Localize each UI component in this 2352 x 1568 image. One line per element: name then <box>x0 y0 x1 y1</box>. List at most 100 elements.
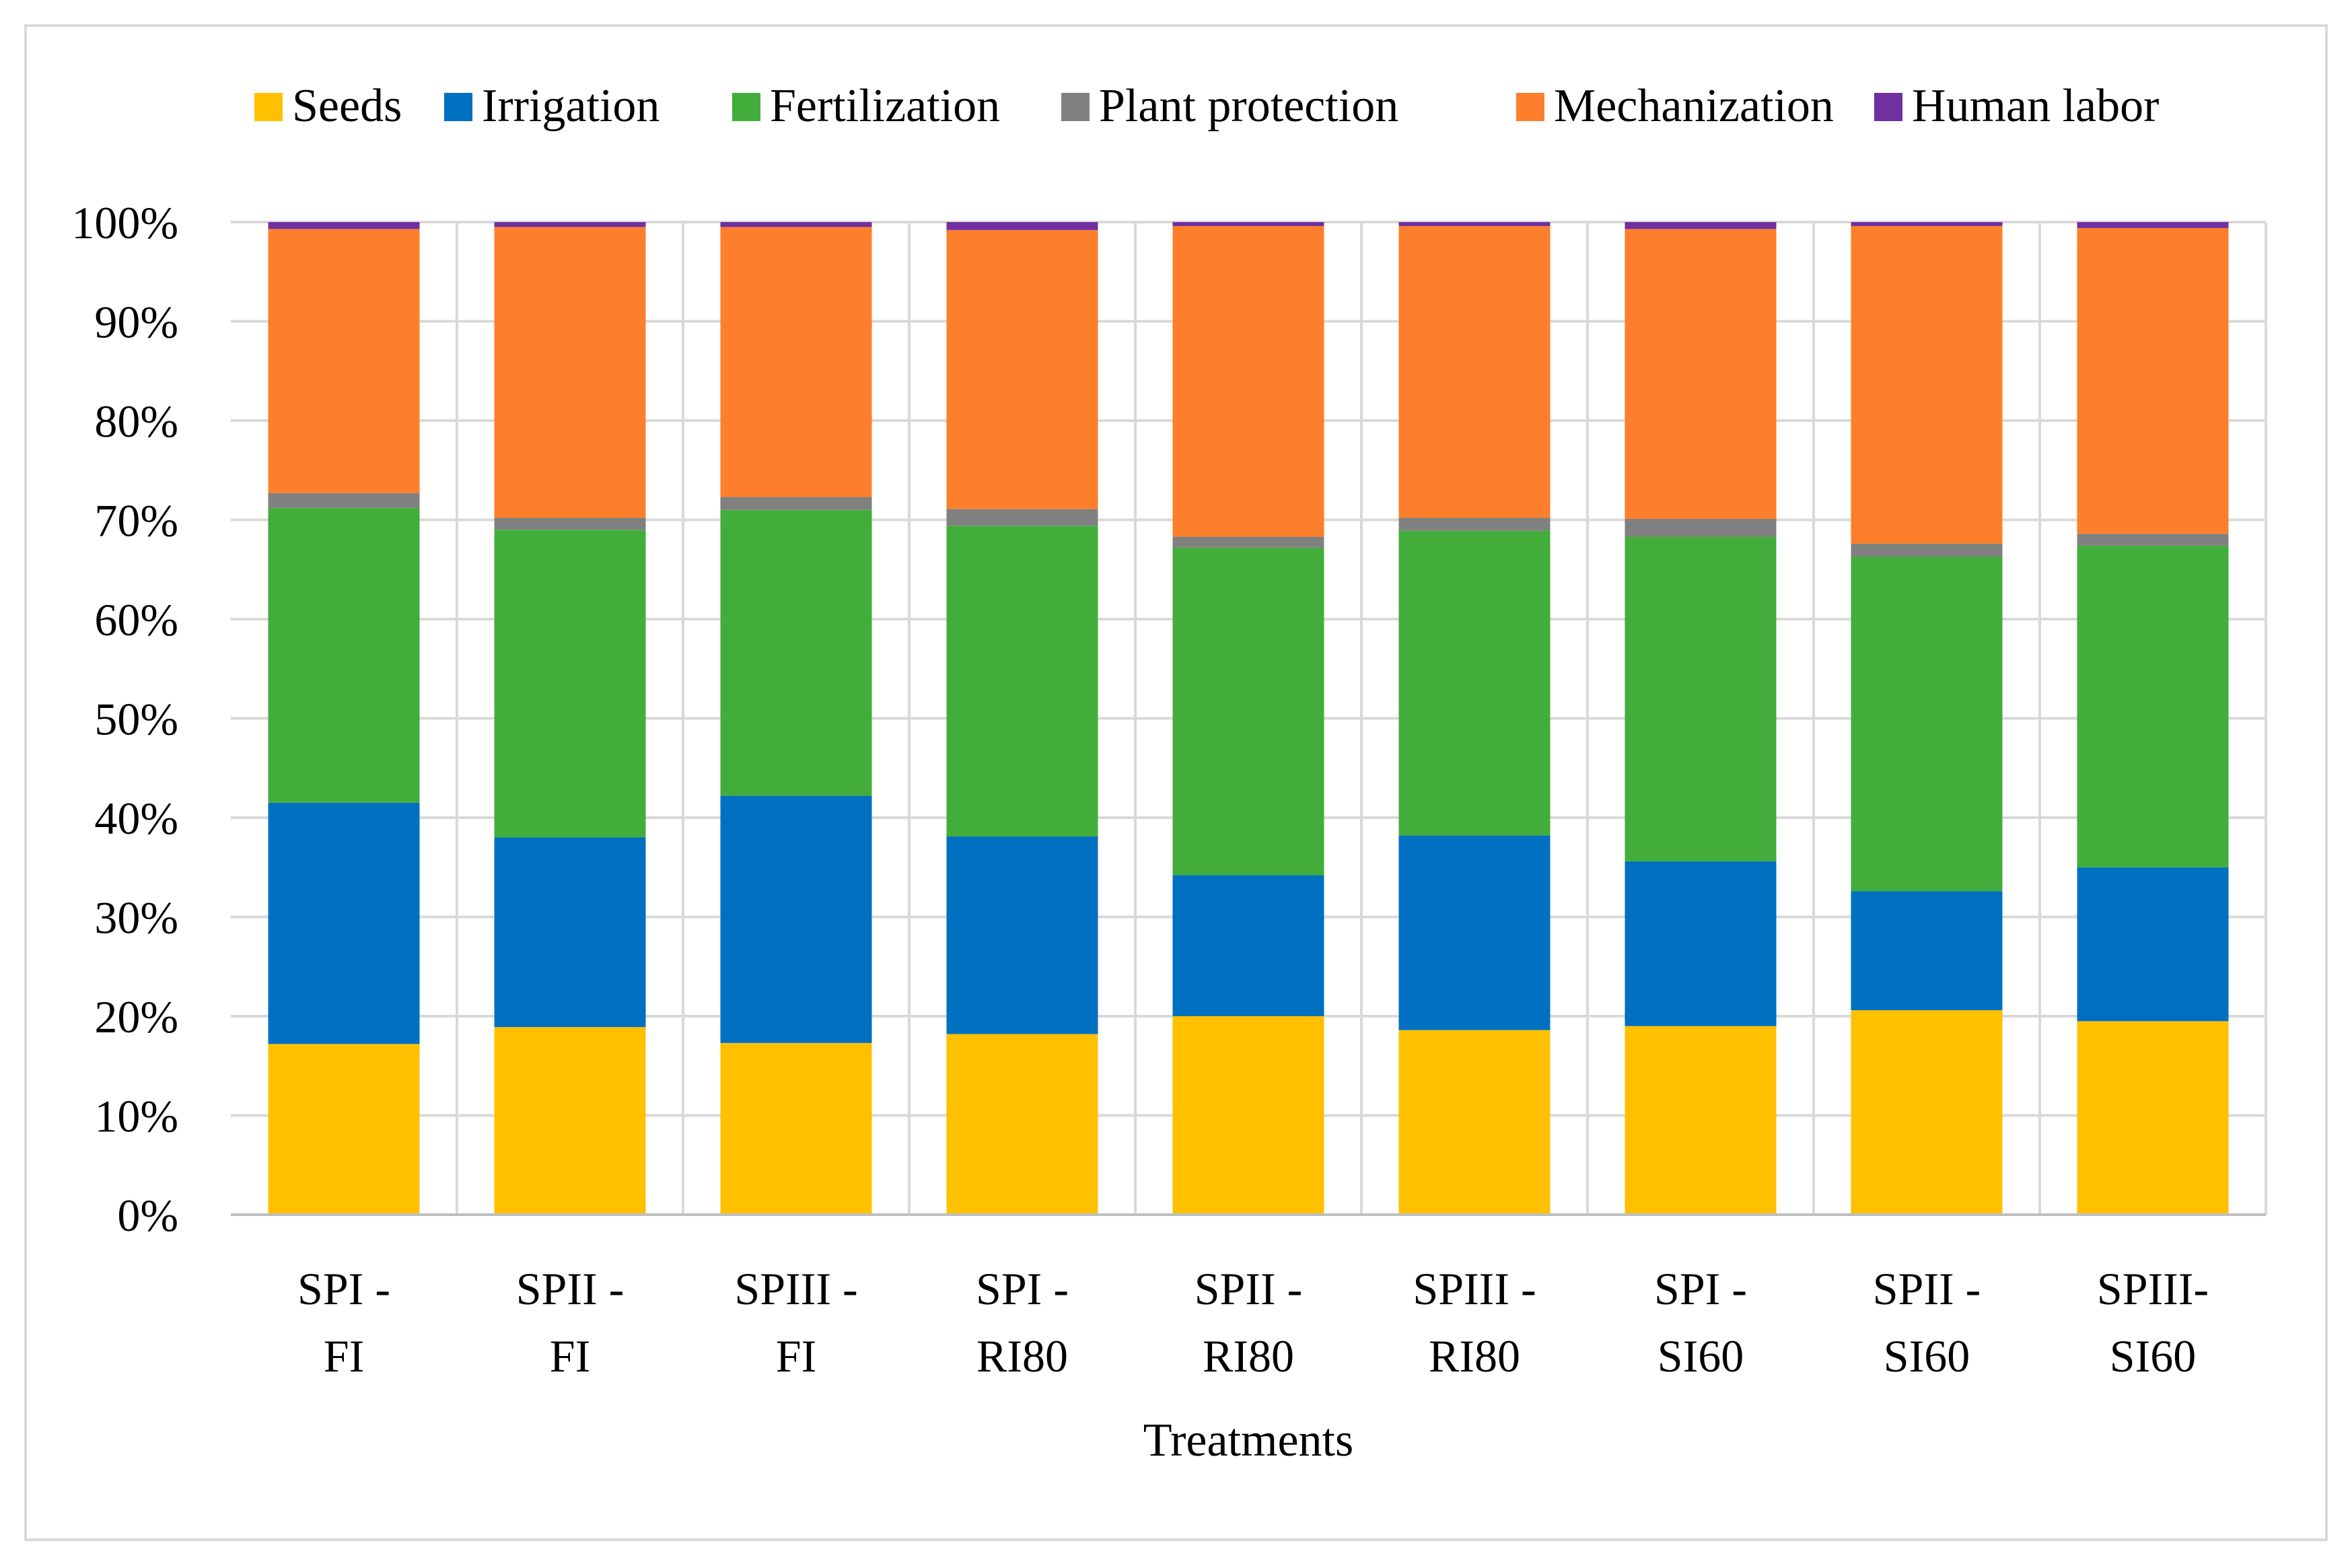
bar-fertilization-4 <box>946 526 1098 837</box>
y-tick-label: 40% <box>94 793 178 844</box>
legend-swatch <box>254 93 283 121</box>
bar-mechanization-4 <box>946 229 1098 509</box>
x-tick-label: SPII - <box>1873 1263 1981 1314</box>
legend-label: Plant protection <box>1099 80 1398 132</box>
legend-item-plant-protection: Plant protection <box>1061 80 1398 132</box>
bar-fertilization-3 <box>720 509 872 796</box>
bar-fertilization-6 <box>1398 530 1551 836</box>
bar-human-labor-4 <box>946 222 1098 230</box>
bar-human-labor-7 <box>1625 222 1777 229</box>
bar-plant-protection-2 <box>494 518 646 530</box>
legend-label: Mechanization <box>1554 80 1834 132</box>
bar-human-labor-3 <box>720 222 872 227</box>
x-tick-label: SPIII - <box>1413 1263 1536 1314</box>
bar-fertilization-5 <box>1172 547 1324 876</box>
legend-label: Irrigation <box>482 80 660 132</box>
x-axis-tick-labels: SPI - FI SPII - FI SPIII - FI SPI - RI80 SPII - R… <box>297 1263 2209 1382</box>
bar-irrigation-4 <box>946 836 1098 1034</box>
bar-irrigation-5 <box>1172 875 1324 1016</box>
x-tick-label: SPI - <box>1654 1263 1747 1314</box>
bar-plant-protection-3 <box>720 497 872 510</box>
bar-human-labor-5 <box>1172 222 1324 226</box>
x-tick-label: SPI - <box>976 1263 1069 1314</box>
bar-mechanization-8 <box>1851 225 2003 544</box>
bar-fertilization-7 <box>1625 536 1777 861</box>
x-tick-label: RI80 <box>1429 1330 1520 1382</box>
y-tick-label: 100% <box>71 197 178 248</box>
legend-label: Seeds <box>292 80 402 132</box>
bar-plant-protection-5 <box>1172 536 1324 548</box>
bar-mechanization-6 <box>1398 225 1551 518</box>
bar-plant-protection-9 <box>2077 534 2229 546</box>
x-axis-title: Treatments <box>1143 1415 1353 1466</box>
bar-seeds-2 <box>494 1027 646 1215</box>
bar-mechanization-3 <box>720 227 872 497</box>
legend-item-mechanization: Mechanization <box>1516 80 1834 132</box>
x-tick-label: FI <box>776 1330 816 1382</box>
bar-seeds-5 <box>1172 1016 1324 1215</box>
bar-human-labor-8 <box>1851 222 2003 226</box>
bar-seeds-7 <box>1625 1026 1777 1215</box>
bar-plant-protection-7 <box>1625 519 1777 537</box>
legend-label: Human labor <box>1912 80 2159 132</box>
bar-human-labor-9 <box>2077 222 2229 228</box>
x-tick-label: RI80 <box>976 1330 1068 1382</box>
y-tick-label: 80% <box>94 396 178 447</box>
bar-irrigation-3 <box>720 795 872 1043</box>
x-tick-label: SPIII - <box>734 1263 857 1314</box>
legend-label: Fertilization <box>770 80 1000 132</box>
legend-swatch <box>444 93 472 121</box>
bar-human-labor-2 <box>494 222 646 227</box>
x-tick-label: SPII - <box>1195 1263 1303 1314</box>
bar-seeds-4 <box>946 1034 1098 1215</box>
bars <box>268 222 2229 1215</box>
x-tick-label: FI <box>324 1330 364 1382</box>
legend-swatch <box>732 93 760 121</box>
bar-irrigation-9 <box>2077 867 2229 1022</box>
x-tick-label: SI60 <box>2110 1330 2196 1382</box>
bar-mechanization-9 <box>2077 227 2229 534</box>
legend-item-fertilization: Fertilization <box>732 80 1000 132</box>
bar-irrigation-7 <box>1625 861 1777 1026</box>
bar-plant-protection-4 <box>946 509 1098 526</box>
x-tick-label: FI <box>550 1330 590 1382</box>
x-tick-label: SI60 <box>1884 1330 1970 1382</box>
y-tick-label: 70% <box>94 495 178 546</box>
legend: Seeds Irrigation Fertilization Plant protec… <box>254 80 2159 132</box>
y-tick-label: 30% <box>94 892 178 943</box>
x-tick-label: SPII - <box>516 1263 625 1314</box>
bar-irrigation-2 <box>494 837 646 1028</box>
bar-irrigation-6 <box>1398 835 1551 1030</box>
bar-seeds-1 <box>268 1044 420 1215</box>
bar-seeds-9 <box>2077 1021 2229 1215</box>
bar-fertilization-2 <box>494 530 646 838</box>
y-tick-label: 50% <box>94 694 178 745</box>
y-tick-label: 60% <box>94 594 178 645</box>
legend-item-human-labor: Human labor <box>1874 80 2159 132</box>
x-tick-label: SPI - <box>297 1263 390 1314</box>
bar-plant-protection-6 <box>1398 518 1551 531</box>
y-tick-label: 10% <box>94 1091 178 1142</box>
y-tick-label: 20% <box>94 991 178 1042</box>
bar-mechanization-2 <box>494 227 646 518</box>
y-tick-label: 0% <box>117 1190 178 1241</box>
legend-item-seeds: Seeds <box>254 80 402 132</box>
legend-swatch <box>1874 93 1902 121</box>
bar-irrigation-1 <box>268 802 420 1044</box>
legend-swatch <box>1516 93 1544 121</box>
bar-seeds-6 <box>1398 1030 1551 1215</box>
legend-item-irrigation: Irrigation <box>444 80 660 132</box>
x-tick-label: SPIII- <box>2097 1263 2209 1314</box>
bar-fertilization-8 <box>1851 557 2003 892</box>
x-tick-label: RI80 <box>1203 1330 1294 1382</box>
bar-fertilization-9 <box>2077 545 2229 867</box>
bar-human-labor-1 <box>268 222 420 229</box>
y-axis-tick-labels: 0% 10% 20% 30% 40% 50% 60% 70% 80% 90% 100% <box>71 197 178 1241</box>
y-tick-label: 90% <box>94 297 178 348</box>
bar-fertilization-1 <box>268 507 420 803</box>
bar-irrigation-8 <box>1851 891 2003 1011</box>
bar-human-labor-6 <box>1398 222 1551 226</box>
legend-swatch <box>1061 93 1090 121</box>
bar-mechanization-5 <box>1172 225 1324 537</box>
